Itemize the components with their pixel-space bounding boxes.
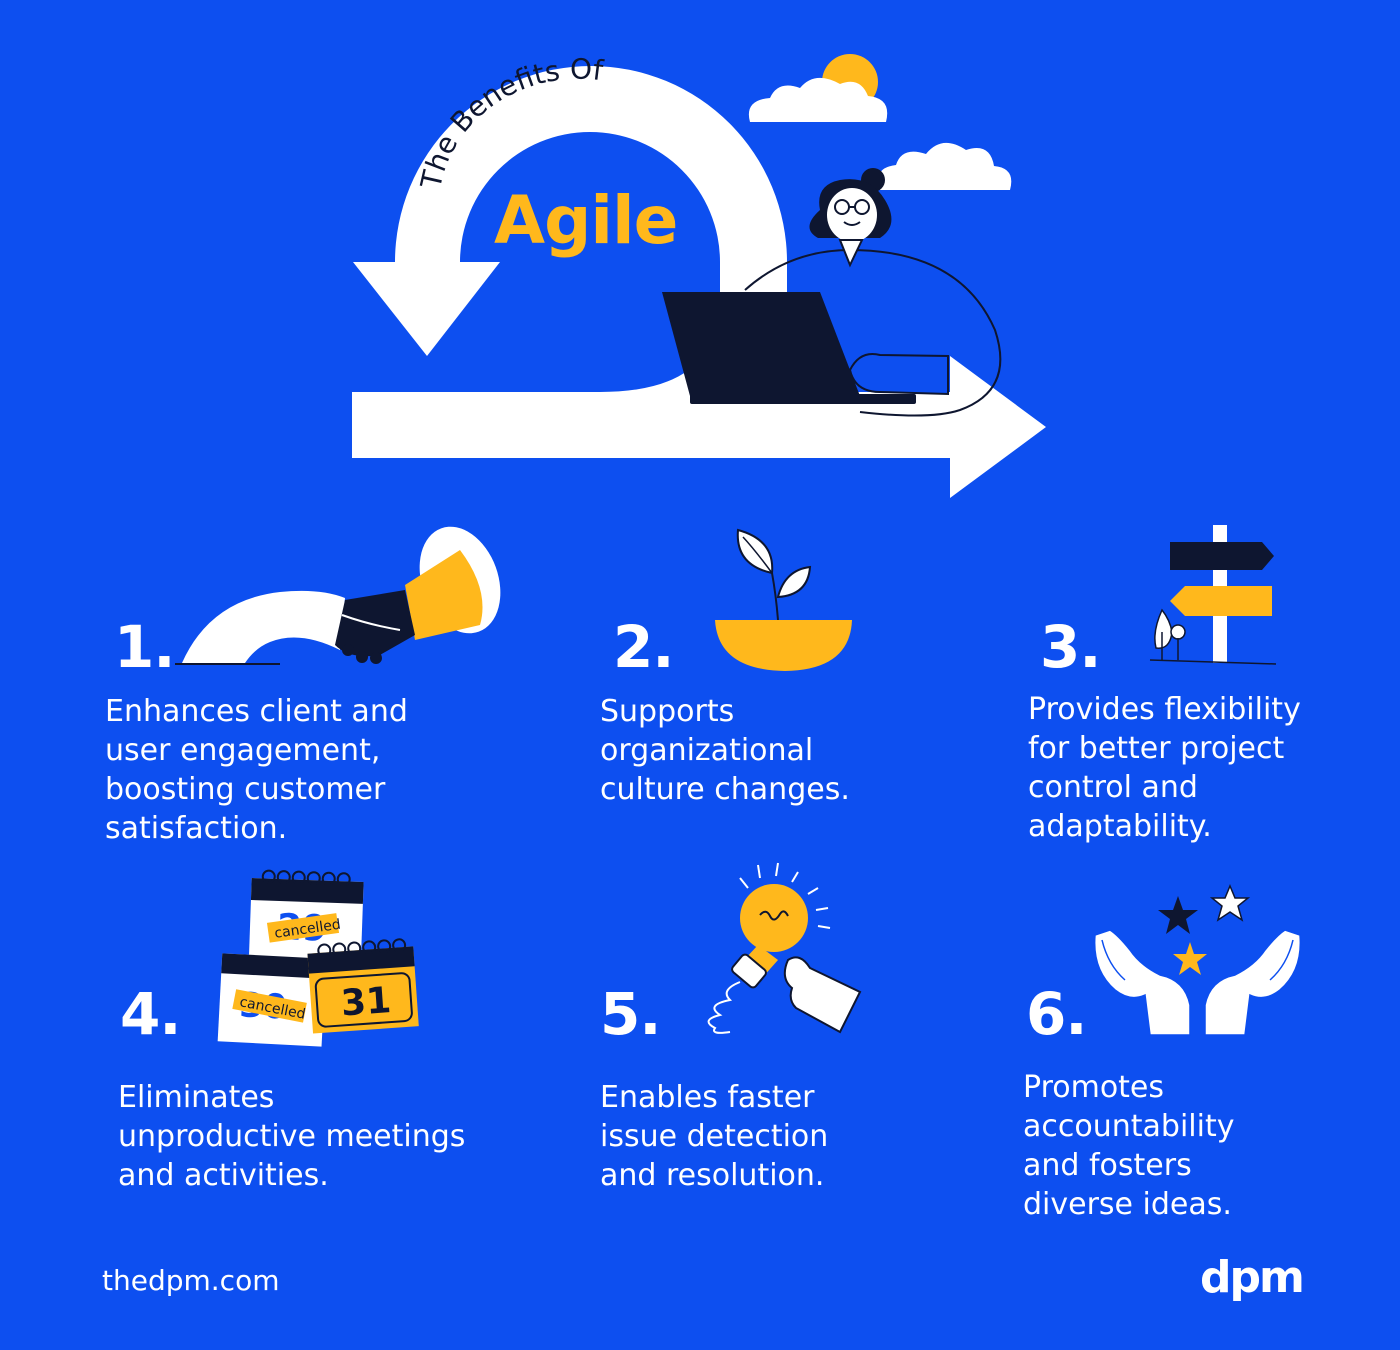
benefit-number: 5.	[600, 980, 661, 1048]
brand-logo: dpm	[1200, 1252, 1305, 1303]
cloud-icon	[748, 77, 888, 122]
person-with-laptop-illustration	[662, 168, 1002, 417]
star-icon	[1173, 942, 1207, 975]
footer-url-link[interactable]: thedpm.com	[102, 1264, 280, 1297]
benefit-description: Promotes accountability and fosters dive…	[1023, 1070, 1235, 1222]
plant-bowl-icon	[715, 528, 852, 671]
star-icon	[1209, 884, 1251, 922]
benefit-number: 1.	[114, 613, 175, 681]
page-title: Agile	[494, 182, 678, 259]
calendar-date: 31	[340, 980, 393, 1024]
cloud-icon	[878, 142, 1012, 190]
hands-stars-icon	[1093, 884, 1302, 1036]
lightbulb-hand-icon	[707, 862, 862, 1034]
benefit-number: 2.	[613, 613, 674, 681]
benefit-number: 4.	[120, 980, 181, 1048]
benefit-description: Eliminates unproductive meetings and act…	[118, 1080, 466, 1193]
agile-cycle-illustration: The Benefits Of	[352, 53, 1046, 498]
star-icon	[1158, 896, 1198, 934]
benefit-number: 3.	[1040, 613, 1101, 681]
signpost-icon	[1149, 525, 1277, 665]
calendar-cancelled-icon: 29 cancelled 30 cancelled 31	[212, 868, 427, 1053]
benefit-description: Provides flexibility for better project …	[1028, 692, 1301, 844]
benefit-number: 6.	[1026, 980, 1087, 1048]
handshake-icon	[175, 526, 501, 665]
benefit-description: Supports organizational culture changes.	[600, 694, 850, 807]
benefit-description: Enhances client and user engagement, boo…	[105, 694, 408, 846]
benefit-description: Enables faster issue detection and resol…	[600, 1080, 829, 1193]
